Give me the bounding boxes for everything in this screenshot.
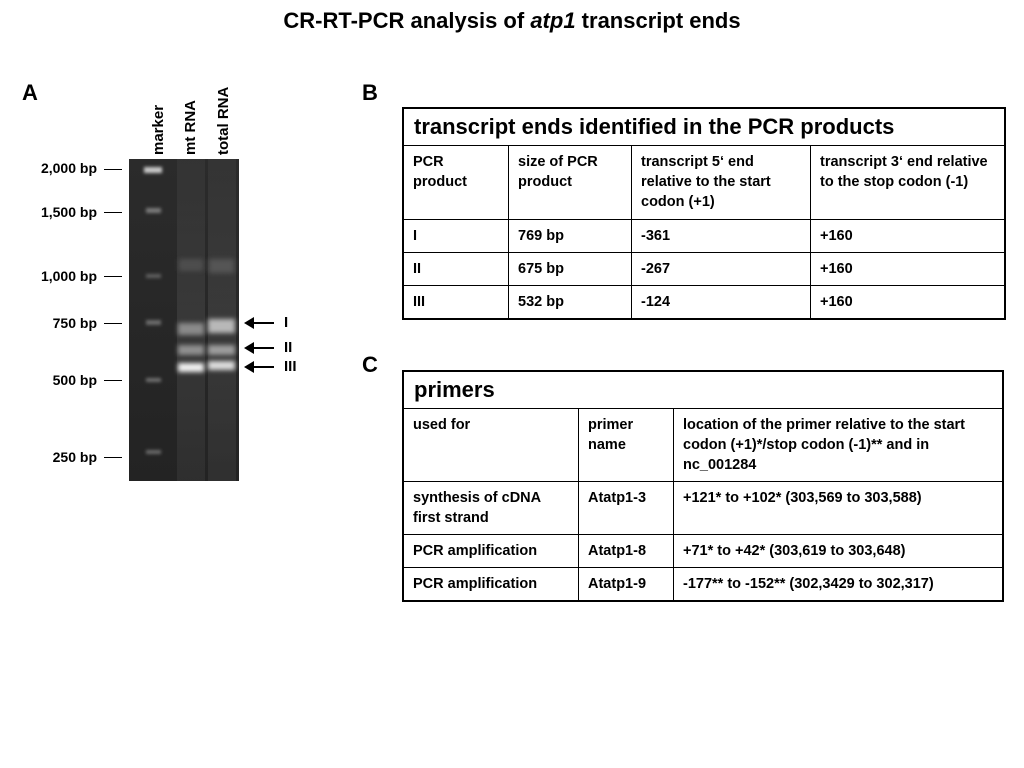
marker-tick [104, 169, 122, 170]
panel-label-b: B [362, 80, 378, 105]
marker-label-500: 500 bp [52, 372, 97, 388]
table-title: primers [402, 370, 1004, 409]
gel-bands [144, 159, 236, 481]
table-cell: -267 [631, 252, 811, 286]
marker-label-1000: 1,000 bp [40, 268, 97, 284]
table-cell: Atatp1-8 [578, 534, 674, 568]
arrow-left-icon [244, 361, 274, 373]
marker-tick [104, 457, 122, 458]
table-cell: Atatp1-9 [578, 567, 674, 602]
primers-table: primers used for primer name location of… [402, 370, 1004, 602]
band-label-i: I [284, 314, 289, 331]
marker-label-750: 750 bp [52, 315, 97, 331]
lane-label-mt-rna: mt RNA [182, 100, 199, 155]
band-label-ii: II [284, 339, 293, 356]
table-cell: -124 [631, 285, 811, 320]
table-row: I 769 bp -361 +160 [402, 219, 1006, 253]
column-header: primer name [578, 408, 674, 482]
table-cell: 675 bp [508, 252, 632, 286]
column-header: size of PCR product [508, 145, 632, 220]
table-cell: synthesis of cDNA first strand [402, 481, 579, 535]
marker-label-250: 250 bp [52, 449, 97, 465]
table-title: transcript ends identified in the PCR pr… [402, 107, 1006, 146]
marker-label-2000: 2,000 bp [40, 160, 97, 176]
marker-tick [104, 380, 122, 381]
table-cell: +160 [810, 219, 1006, 253]
table-row: II 675 bp -267 +160 [402, 252, 1006, 286]
figure-title: CR-RT-PCR analysis of atp1 transcript en… [283, 8, 741, 33]
table-cell: 769 bp [508, 219, 632, 253]
column-header: transcript 3‘ end relative to the stop c… [810, 145, 1006, 220]
arrow-left-icon [244, 317, 274, 329]
table-cell: PCR amplification [402, 534, 579, 568]
table-cell: III [402, 285, 509, 320]
gene-name: atp1 [530, 8, 576, 33]
table-cell: PCR amplification [402, 567, 579, 602]
table-cell: 532 bp [508, 285, 632, 320]
table-cell: +71* to +42* (303,619 to 303,648) [673, 534, 1004, 568]
table-cell: -361 [631, 219, 811, 253]
lane-label-total-rna: total RNA [215, 86, 232, 155]
panel-label-c: C [362, 352, 378, 377]
transcript-ends-table: transcript ends identified in the PCR pr… [402, 107, 1006, 320]
marker-tick [104, 323, 122, 324]
lane-label-marker: marker [150, 104, 167, 155]
table-cell: -177** to -152** (302,3429 to 302,317) [673, 567, 1004, 602]
marker-label-1500: 1,500 bp [40, 204, 97, 220]
column-header: location of the primer relative to the s… [673, 408, 1004, 482]
table-cell: +160 [810, 285, 1006, 320]
table-row: PCR amplification Atatp1-8 +71* to +42* … [402, 534, 1004, 568]
table-row: III 532 bp -124 +160 [402, 285, 1006, 320]
table-cell: I [402, 219, 509, 253]
table-cell: Atatp1-3 [578, 481, 674, 535]
table-cell: +121* to +102* (303,569 to 303,588) [673, 481, 1004, 535]
table-cell: II [402, 252, 509, 286]
marker-tick [104, 276, 122, 277]
column-header: PCR product [402, 145, 509, 220]
column-header: transcript 5‘ end relative to the start … [631, 145, 811, 220]
column-header: used for [402, 408, 579, 482]
marker-tick [104, 212, 122, 213]
band-label-iii: III [284, 358, 297, 375]
arrow-left-icon [244, 342, 274, 354]
table-cell: +160 [810, 252, 1006, 286]
panel-label-a: A [22, 80, 38, 105]
table-row: synthesis of cDNA first strand Atatp1-3 … [402, 481, 1004, 535]
gel-image [129, 159, 239, 481]
table-row: PCR amplification Atatp1-9 -177** to -15… [402, 567, 1004, 602]
